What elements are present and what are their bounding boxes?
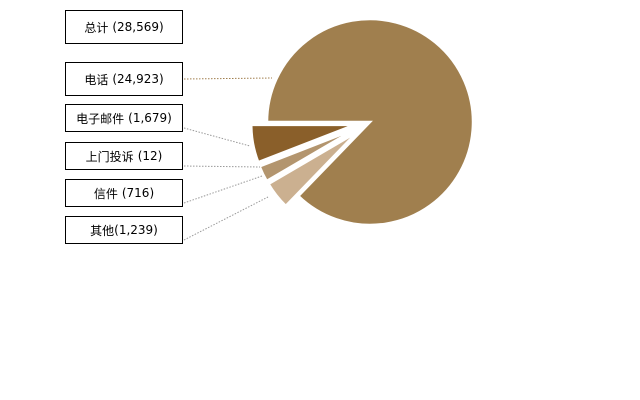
category-label: 上门投诉	[85, 149, 134, 164]
legend-box: 其他 (1,239)	[65, 216, 183, 244]
leader-line	[183, 175, 263, 204]
value-label: (1,679)	[128, 111, 172, 125]
leader-line	[183, 127, 251, 147]
legend-box: 电话 (24,923)	[65, 62, 183, 96]
value-label: (12)	[137, 149, 163, 163]
pie-slice	[257, 126, 356, 167]
pie-slice	[250, 123, 355, 164]
legend-box: 上门投诉 (12)	[65, 142, 183, 170]
value-label: (24,923)	[112, 72, 164, 86]
pie-slice	[265, 17, 475, 227]
leader-line	[183, 165, 261, 168]
category-label: 其他	[90, 223, 115, 238]
total-label: 总计	[84, 20, 109, 35]
category-label: 电话	[84, 72, 109, 87]
total-box: 总计 (28,569)	[65, 10, 183, 44]
value-label: (1,239)	[114, 223, 158, 237]
legend-box: 电子邮件 (1,679)	[65, 104, 183, 132]
category-label: 信件	[93, 186, 118, 201]
leader-line	[183, 196, 269, 241]
pie-slice	[266, 130, 359, 208]
pie-slice	[258, 127, 357, 183]
total-value: (28,569)	[112, 20, 164, 34]
legend-box: 信件 (716)	[65, 179, 183, 207]
leader-line	[183, 77, 273, 80]
value-label: (716)	[121, 186, 155, 200]
category-label: 电子邮件	[76, 111, 125, 126]
